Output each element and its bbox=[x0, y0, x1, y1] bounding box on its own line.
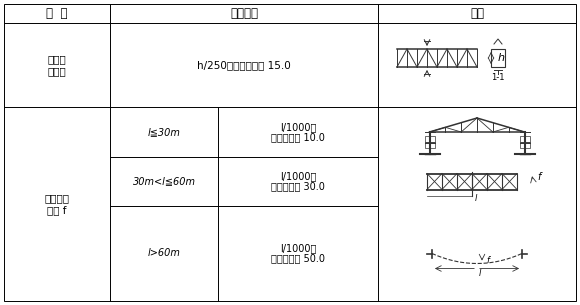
Text: h/250，且不应大于 15.0: h/250，且不应大于 15.0 bbox=[197, 60, 291, 70]
Text: l/1000，: l/1000， bbox=[280, 122, 316, 132]
Text: 1-1: 1-1 bbox=[491, 73, 505, 81]
Text: l≦30m: l≦30m bbox=[147, 127, 180, 137]
Bar bbox=[425, 142, 434, 148]
Bar bbox=[491, 49, 505, 67]
Text: 项  目: 项 目 bbox=[46, 7, 68, 20]
Text: 且不应大于 30.0: 且不应大于 30.0 bbox=[271, 181, 325, 192]
Text: f: f bbox=[537, 173, 541, 182]
Bar bbox=[425, 136, 434, 142]
Text: 30m<l≦60m: 30m<l≦60m bbox=[132, 177, 195, 186]
Text: 图例: 图例 bbox=[470, 7, 484, 20]
Text: l>60m: l>60m bbox=[147, 249, 180, 259]
Text: 且不应大于 10.0: 且不应大于 10.0 bbox=[271, 132, 325, 142]
Text: f: f bbox=[486, 256, 489, 265]
Text: 侧向弯曲: 侧向弯曲 bbox=[45, 193, 70, 203]
Text: l/1000，: l/1000， bbox=[280, 243, 316, 253]
Text: 跨中的: 跨中的 bbox=[48, 54, 66, 64]
Bar bbox=[520, 136, 530, 142]
Text: 失高 f: 失高 f bbox=[47, 205, 67, 215]
Text: l: l bbox=[479, 269, 481, 278]
Text: l/1000，: l/1000， bbox=[280, 171, 316, 181]
Text: h: h bbox=[498, 53, 505, 63]
Text: 允许偏差: 允许偏差 bbox=[230, 7, 258, 20]
Text: l: l bbox=[475, 194, 477, 203]
Text: 垂直度: 垂直度 bbox=[48, 66, 66, 76]
Text: 且不应大于 50.0: 且不应大于 50.0 bbox=[271, 253, 325, 264]
Bar bbox=[520, 142, 530, 148]
